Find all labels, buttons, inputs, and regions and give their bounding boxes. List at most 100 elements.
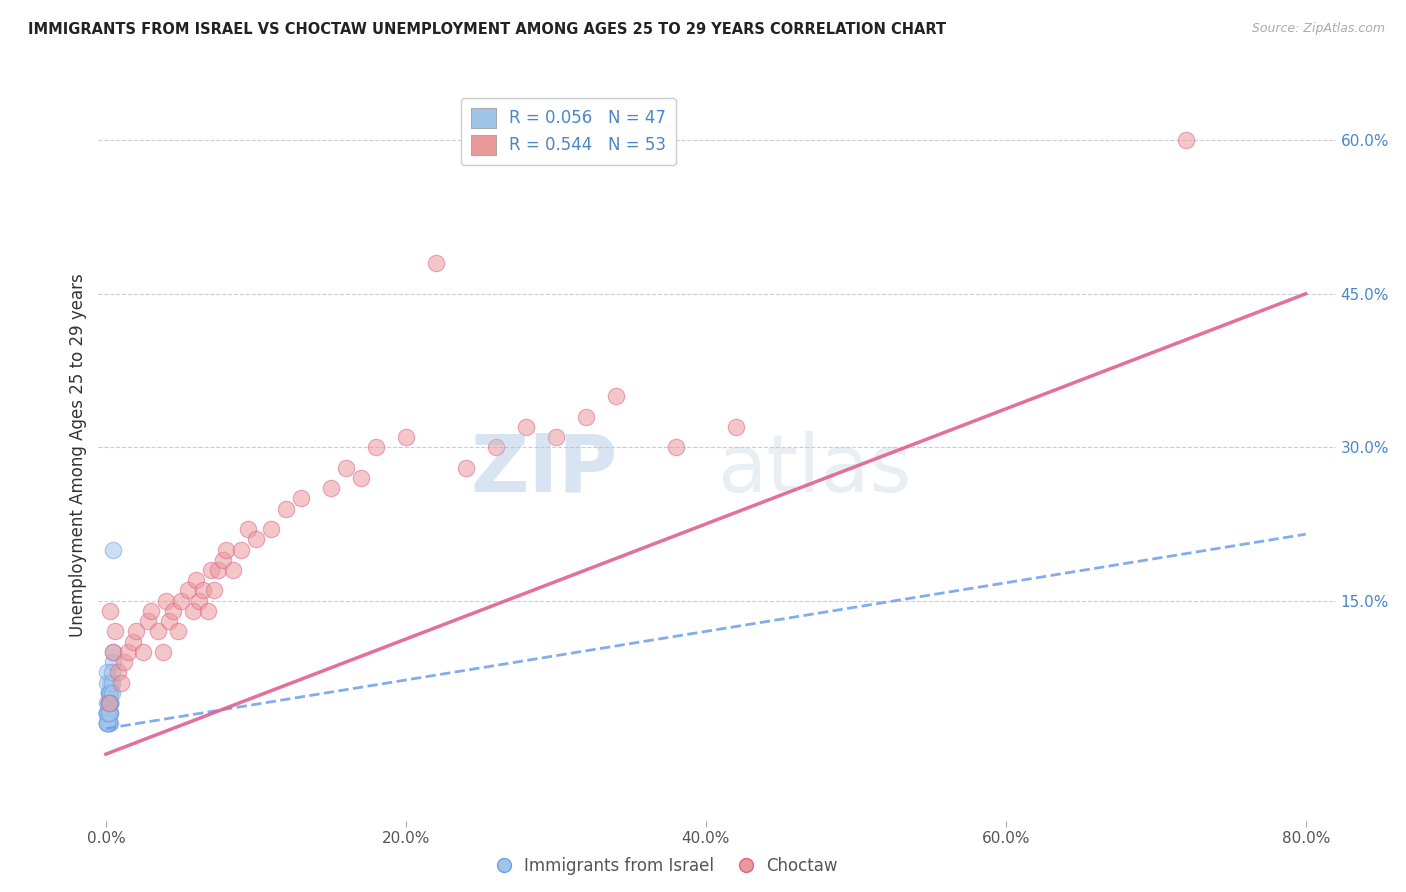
Point bbox=[485, 440, 508, 454]
Point bbox=[136, 614, 159, 628]
Point bbox=[97, 706, 120, 721]
Point bbox=[97, 706, 120, 721]
Point bbox=[96, 716, 118, 731]
Point bbox=[117, 645, 139, 659]
Text: IMMIGRANTS FROM ISRAEL VS CHOCTAW UNEMPLOYMENT AMONG AGES 25 TO 29 YEARS CORRELA: IMMIGRANTS FROM ISRAEL VS CHOCTAW UNEMPL… bbox=[28, 22, 946, 37]
Point bbox=[96, 716, 118, 731]
Point bbox=[96, 706, 118, 721]
Point bbox=[274, 501, 297, 516]
Point bbox=[197, 604, 219, 618]
Point bbox=[100, 604, 122, 618]
Point bbox=[101, 665, 124, 680]
Point bbox=[290, 491, 312, 506]
Point bbox=[335, 460, 357, 475]
Legend: Immigrants from Israel, Choctaw: Immigrants from Israel, Choctaw bbox=[491, 850, 844, 882]
Point bbox=[319, 481, 342, 495]
Point bbox=[97, 706, 120, 721]
Point bbox=[97, 696, 120, 710]
Point bbox=[202, 583, 225, 598]
Point bbox=[100, 716, 122, 731]
Point bbox=[100, 696, 122, 710]
Point bbox=[200, 563, 222, 577]
Point bbox=[97, 696, 120, 710]
Point bbox=[96, 706, 118, 721]
Point bbox=[425, 256, 447, 270]
Point bbox=[148, 624, 170, 639]
Point bbox=[110, 675, 132, 690]
Point bbox=[724, 419, 747, 434]
Point bbox=[454, 460, 477, 475]
Point bbox=[97, 706, 120, 721]
Point bbox=[97, 686, 120, 700]
Point bbox=[100, 675, 122, 690]
Point bbox=[152, 645, 174, 659]
Point bbox=[101, 686, 124, 700]
Point bbox=[100, 706, 122, 721]
Point bbox=[96, 696, 118, 710]
Point bbox=[100, 696, 122, 710]
Point bbox=[139, 604, 162, 618]
Point bbox=[665, 440, 688, 454]
Point bbox=[605, 389, 627, 403]
Point bbox=[350, 471, 373, 485]
Point bbox=[96, 706, 118, 721]
Point bbox=[96, 706, 118, 721]
Point bbox=[395, 430, 418, 444]
Point bbox=[97, 716, 120, 731]
Text: Source: ZipAtlas.com: Source: ZipAtlas.com bbox=[1251, 22, 1385, 36]
Point bbox=[97, 696, 120, 710]
Point bbox=[100, 686, 122, 700]
Point bbox=[103, 645, 125, 659]
Point bbox=[167, 624, 190, 639]
Point bbox=[229, 542, 252, 557]
Point bbox=[96, 716, 118, 731]
Point bbox=[215, 542, 238, 557]
Point bbox=[96, 716, 118, 731]
Point bbox=[97, 696, 120, 710]
Point bbox=[575, 409, 598, 424]
Point bbox=[101, 675, 124, 690]
Point bbox=[103, 655, 125, 669]
Point bbox=[157, 614, 180, 628]
Point bbox=[97, 696, 120, 710]
Point bbox=[132, 645, 155, 659]
Point bbox=[97, 696, 120, 710]
Point bbox=[100, 696, 122, 710]
Point bbox=[122, 634, 145, 648]
Point bbox=[97, 686, 120, 700]
Point bbox=[193, 583, 215, 598]
Point bbox=[184, 573, 207, 587]
Point bbox=[177, 583, 200, 598]
Point bbox=[170, 593, 193, 607]
Point bbox=[96, 665, 118, 680]
Point bbox=[96, 675, 118, 690]
Point bbox=[97, 696, 120, 710]
Point bbox=[96, 716, 118, 731]
Point bbox=[103, 645, 125, 659]
Text: atlas: atlas bbox=[717, 431, 911, 508]
Point bbox=[162, 604, 184, 618]
Point bbox=[187, 593, 209, 607]
Point bbox=[100, 696, 122, 710]
Point bbox=[222, 563, 245, 577]
Point bbox=[97, 696, 120, 710]
Point bbox=[207, 563, 229, 577]
Point bbox=[96, 706, 118, 721]
Point bbox=[112, 655, 135, 669]
Point bbox=[260, 522, 283, 536]
Point bbox=[155, 593, 177, 607]
Point bbox=[181, 604, 204, 618]
Point bbox=[544, 430, 567, 444]
Point bbox=[100, 706, 122, 721]
Point bbox=[103, 542, 125, 557]
Point bbox=[104, 624, 127, 639]
Point bbox=[515, 419, 537, 434]
Point bbox=[107, 665, 129, 680]
Point bbox=[238, 522, 260, 536]
Point bbox=[97, 716, 120, 731]
Point bbox=[245, 533, 267, 547]
Point bbox=[100, 686, 122, 700]
Text: ZIP: ZIP bbox=[471, 431, 619, 508]
Point bbox=[97, 686, 120, 700]
Point bbox=[1174, 133, 1197, 147]
